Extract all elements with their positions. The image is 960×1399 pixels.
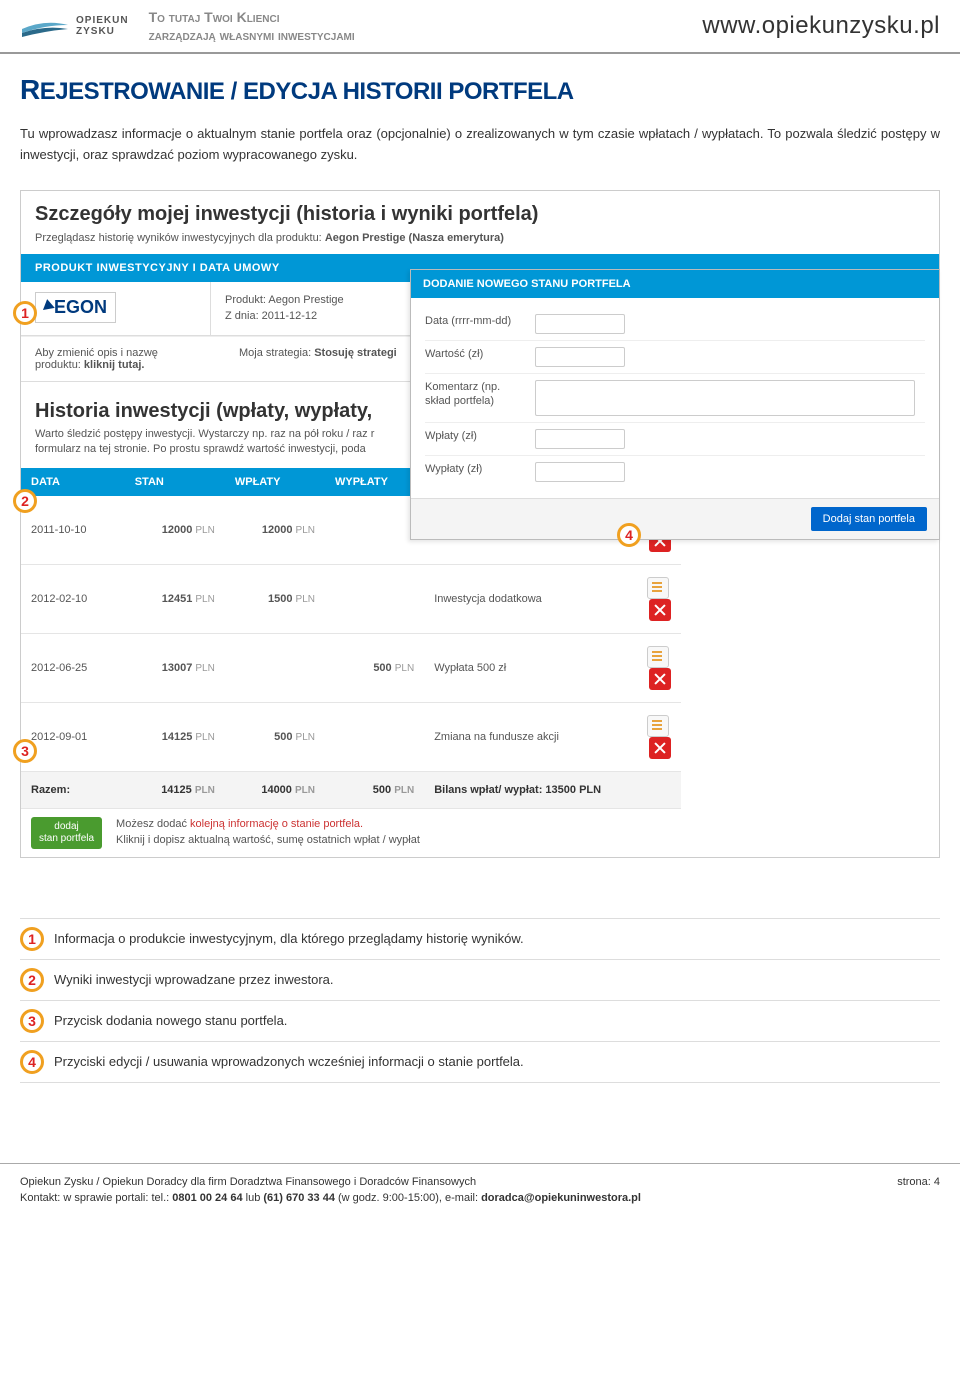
aegon-logo: EGON <box>35 292 116 323</box>
change-l2-pre: produktu: <box>35 359 84 371</box>
tagline: To tutaj Twoi Klienci zarządzają własnym… <box>149 8 703 44</box>
section-title: RRejestrowanie / edycja historii portfel… <box>20 74 940 106</box>
popup-header: DODANIE NOWEGO STANU PORTFELA <box>411 270 939 298</box>
delete-icon[interactable] <box>649 599 671 621</box>
legend-row-3: 3Przycisk dodania nowego stanu portfela. <box>20 1001 940 1042</box>
input-wplaty[interactable] <box>535 429 625 449</box>
ss-subtitle: Przeglądasz historię wyników inwestycyjn… <box>21 232 939 254</box>
input-wyplaty[interactable] <box>535 462 625 482</box>
lbl-comment: Komentarz (np.skład portfela) <box>425 380 535 409</box>
input-value[interactable] <box>535 347 625 367</box>
edit-icon[interactable] <box>647 646 669 668</box>
add-state-popup: DODANIE NOWEGO STANU PORTFELA Data (rrrr… <box>410 269 940 540</box>
badge-4: 4 <box>617 523 641 547</box>
header-url: www.opiekunzysku.pl <box>702 12 940 40</box>
logo-text-bottom: ZYSKU <box>76 26 129 37</box>
change-link[interactable]: kliknij tutaj. <box>84 359 145 371</box>
intro-text: Tu wprowadzasz informacje o aktualnym st… <box>20 124 940 166</box>
add-row: dodajstan portfela Możesz dodać kolejną … <box>21 809 681 857</box>
table-row: 2012-02-1012451 PLN1500 PLNInwestycja do… <box>21 564 681 633</box>
badge-2: 2 <box>13 489 37 513</box>
col-stan: STAN <box>125 468 225 496</box>
ss-sub-bold: Aegon Prestige (Nasza emerytura) <box>325 232 504 244</box>
ss-title: Szczegóły mojej inwestycji (historia i w… <box>21 191 939 232</box>
footer-left: Opiekun Zysku / Opiekun Doradcy dla firm… <box>20 1176 476 1188</box>
table-row: 2012-09-0114125 PLN500 PLNZmiana na fund… <box>21 702 681 771</box>
lbl-wplaty: Wpłaty (zł) <box>425 429 535 443</box>
lbl-wyplaty: Wypłaty (zł) <box>425 462 535 476</box>
page-header: OPIEKUN ZYSKU To tutaj Twoi Klienci zarz… <box>0 0 960 54</box>
col-wplaty: WPŁATY <box>225 468 325 496</box>
legend-row-1: 1Informacja o produkcie inwestycyjnym, d… <box>20 918 940 960</box>
legend: 1Informacja o produkcie inwestycyjnym, d… <box>20 918 940 1083</box>
footer-page: strona: 4 <box>897 1176 940 1188</box>
sum-label: Razem: <box>21 771 125 808</box>
logo-text-top: OPIEKUN <box>76 15 129 26</box>
add-state-button[interactable]: dodajstan portfela <box>31 817 102 849</box>
badge-1: 1 <box>13 301 37 325</box>
screenshot-region: 1 2 3 4 Szczegóły mojej inwestycji (hist… <box>20 190 940 858</box>
tagline-2: zarządzają własnymi inwestycjami <box>149 26 703 44</box>
edit-icon[interactable] <box>647 715 669 737</box>
table-row: 2012-06-2513007 PLN500 PLNWypłata 500 zł <box>21 633 681 702</box>
logo: OPIEKUN ZYSKU <box>20 11 129 41</box>
tagline-1: To tutaj Twoi Klienci <box>149 8 703 26</box>
strategy-label: Moja strategia: Stosuję strategi <box>239 347 397 359</box>
popup-submit-button[interactable]: Dodaj stan portfela <box>811 507 927 531</box>
ss-sub-pre: Przeglądasz historię wyników inwestycyjn… <box>35 232 325 244</box>
sum-row: Razem: 14125 PLN 14000 PLN 500 PLN Bilan… <box>21 771 681 808</box>
add-text: Możesz dodać kolejną informację o stanie… <box>116 817 420 848</box>
lbl-date: Data (rrrr-mm-dd) <box>425 314 535 328</box>
page-footer: Opiekun Zysku / Opiekun Doradcy dla firm… <box>0 1163 960 1216</box>
content: RRejestrowanie / edycja historii portfel… <box>0 54 960 1102</box>
badge-3: 3 <box>13 739 37 763</box>
lbl-value: Wartość (zł) <box>425 347 535 361</box>
legend-row-4: 4Przyciski edycji / usuwania wprowadzony… <box>20 1042 940 1083</box>
delete-icon[interactable] <box>649 668 671 690</box>
sum-komentarz: Bilans wpłat/ wypłat: 13500 PLN <box>424 771 681 808</box>
delete-icon[interactable] <box>649 737 671 759</box>
edit-icon[interactable] <box>647 577 669 599</box>
col-date: DATA <box>21 468 125 496</box>
input-date[interactable] <box>535 314 625 334</box>
footer-contact: Kontakt: w sprawie portali: tel.: 0801 0… <box>20 1192 940 1204</box>
swoosh-icon <box>20 11 70 41</box>
input-comment[interactable] <box>535 380 915 416</box>
change-l1: Aby zmienić opis i nazwę <box>35 347 158 359</box>
legend-row-2: 2Wyniki inwestycji wprowadzane przez inw… <box>20 960 940 1001</box>
